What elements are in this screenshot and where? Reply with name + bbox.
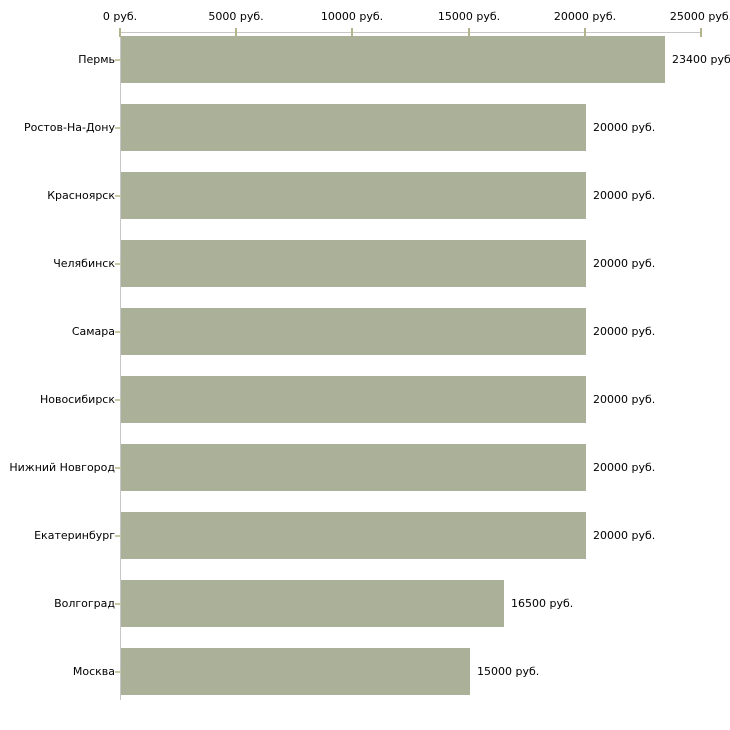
- category-label: Челябинск: [53, 257, 115, 270]
- bar-value-label: 20000 руб.: [593, 529, 656, 542]
- category-tick: [115, 671, 121, 673]
- bar: [121, 376, 586, 423]
- x-axis-line: [120, 32, 702, 33]
- category-label: Ростов-На-Дону: [23, 121, 115, 134]
- bar-value-label: 20000 руб.: [593, 461, 656, 474]
- category-tick: [115, 195, 121, 197]
- y-axis-line: [120, 32, 121, 700]
- bar-value-label: 16500 руб.: [511, 597, 574, 610]
- bar-value-label: 15000 руб.: [477, 665, 540, 678]
- category-label: Самара: [71, 325, 115, 338]
- x-axis-tick: [119, 28, 121, 37]
- x-axis-tick-label: 15000 руб.: [437, 10, 501, 23]
- x-axis-tick-label: 5000 руб.: [208, 10, 264, 23]
- category-tick: [115, 535, 121, 537]
- bar: [121, 172, 586, 219]
- bar-value-label: 23400 руб.: [672, 53, 730, 66]
- bar-value-label: 20000 руб.: [593, 257, 656, 270]
- bar: [121, 36, 665, 83]
- category-tick: [115, 467, 121, 469]
- category-label: Красноярск: [47, 189, 115, 202]
- category-tick: [115, 603, 121, 605]
- bar: [121, 308, 586, 355]
- category-label: Нижний Новгород: [9, 461, 115, 474]
- bar: [121, 648, 470, 695]
- category-tick: [115, 399, 121, 401]
- x-axis-tick-label: 20000 руб.: [553, 10, 617, 23]
- bar-value-label: 20000 руб.: [593, 121, 656, 134]
- x-axis-tick-label: 0 руб.: [102, 10, 138, 23]
- x-axis-tick-label: 25000 руб.: [669, 10, 730, 23]
- bar: [121, 240, 586, 287]
- category-label: Екатеринбург: [34, 529, 115, 542]
- x-axis-tick: [351, 28, 353, 37]
- x-axis-tick: [235, 28, 237, 37]
- category-tick: [115, 127, 121, 129]
- bar-value-label: 20000 руб.: [593, 325, 656, 338]
- bar-value-label: 20000 руб.: [593, 393, 656, 406]
- bar: [121, 512, 586, 559]
- x-axis-tick: [584, 28, 586, 37]
- bar: [121, 580, 504, 627]
- bar: [121, 444, 586, 491]
- x-axis-tick-label: 10000 руб.: [320, 10, 384, 23]
- bar: [121, 104, 586, 151]
- category-label: Москва: [72, 665, 115, 678]
- x-axis-tick: [700, 28, 702, 37]
- category-label: Волгоград: [54, 597, 115, 610]
- category-tick: [115, 263, 121, 265]
- category-label: Новосибирск: [39, 393, 115, 406]
- category-tick: [115, 331, 121, 333]
- category-label: Пермь: [78, 53, 115, 66]
- x-axis-tick: [468, 28, 470, 37]
- bar-value-label: 20000 руб.: [593, 189, 656, 202]
- category-tick: [115, 59, 121, 61]
